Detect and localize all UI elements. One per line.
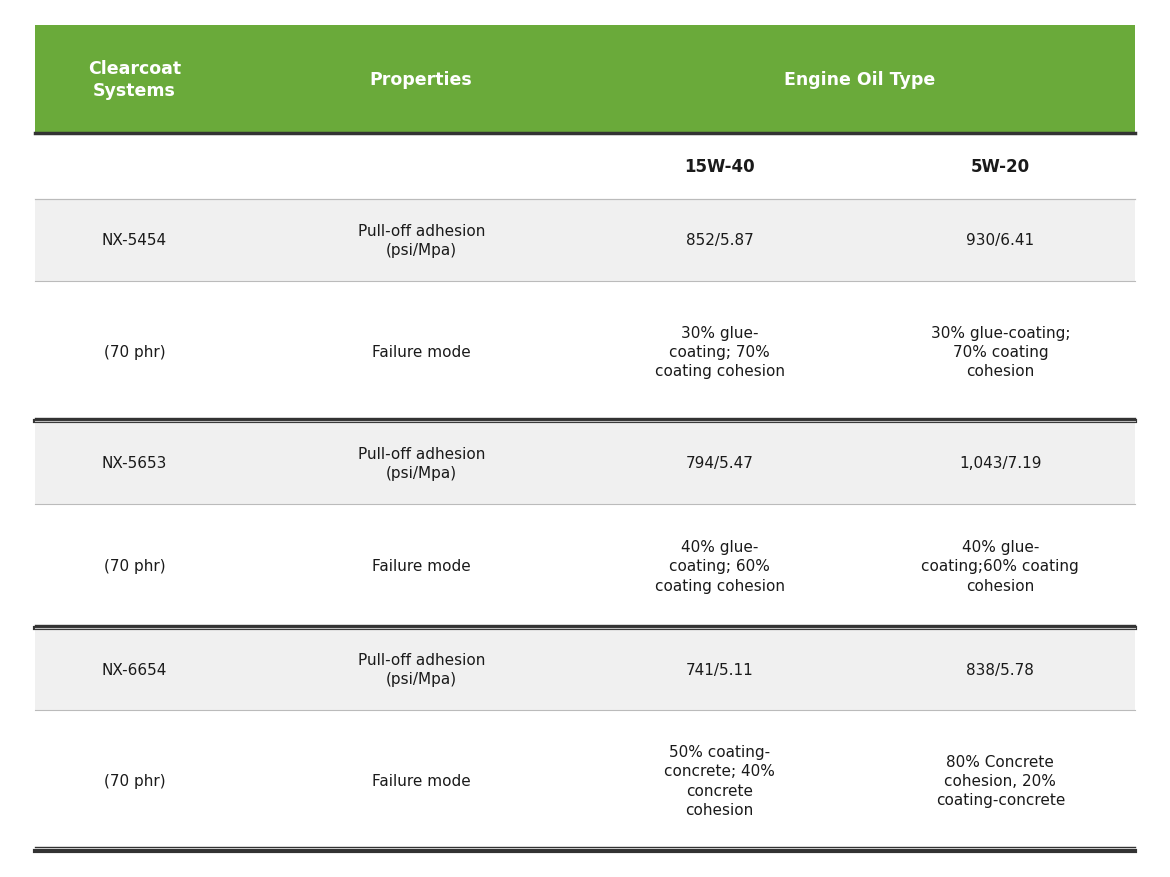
Text: 5W-20: 5W-20 [971, 158, 1030, 175]
Text: 838/5.78: 838/5.78 [966, 662, 1034, 677]
Bar [35, 710, 1135, 851]
Text: Pull-off adhesion
(psi/Mpa): Pull-off adhesion (psi/Mpa) [358, 446, 484, 481]
Text: 40% glue-
coating; 60%
coating cohesion: 40% glue- coating; 60% coating cohesion [654, 539, 785, 593]
Text: NX-5653: NX-5653 [102, 456, 167, 471]
Text: 852/5.87: 852/5.87 [686, 233, 753, 248]
Text: 40% glue-
coating;60% coating
cohesion: 40% glue- coating;60% coating cohesion [922, 539, 1079, 593]
Bar [35, 282, 1135, 422]
Text: 30% glue-
coating; 70%
coating cohesion: 30% glue- coating; 70% coating cohesion [654, 325, 785, 379]
Text: 794/5.47: 794/5.47 [686, 456, 753, 471]
Text: Failure mode: Failure mode [372, 345, 470, 360]
Text: NX-6654: NX-6654 [102, 662, 167, 677]
Text: 30% glue-coating;
70% coating
cohesion: 30% glue-coating; 70% coating cohesion [930, 325, 1071, 379]
Bar [35, 26, 1135, 133]
Text: (70 phr): (70 phr) [104, 774, 165, 788]
Text: Properties: Properties [370, 71, 473, 89]
Text: Pull-off adhesion
(psi/Mpa): Pull-off adhesion (psi/Mpa) [358, 652, 484, 687]
Bar [35, 422, 1135, 504]
Text: Failure mode: Failure mode [372, 774, 470, 788]
Text: 15W-40: 15W-40 [684, 158, 755, 175]
Bar [35, 628, 1135, 710]
Text: 741/5.11: 741/5.11 [686, 662, 753, 677]
Bar [35, 133, 1135, 199]
Bar [35, 199, 1135, 282]
Text: Clearcoat
Systems: Clearcoat Systems [88, 60, 181, 100]
Text: 1,043/7.19: 1,043/7.19 [959, 456, 1041, 471]
Text: 80% Concrete
cohesion, 20%
coating-concrete: 80% Concrete cohesion, 20% coating-concr… [936, 754, 1065, 808]
Text: 930/6.41: 930/6.41 [966, 233, 1034, 248]
Text: Failure mode: Failure mode [372, 559, 470, 574]
Bar [35, 504, 1135, 628]
Text: (70 phr): (70 phr) [104, 345, 165, 360]
Text: 50% coating-
concrete; 40%
concrete
cohesion: 50% coating- concrete; 40% concrete cohe… [665, 745, 775, 816]
Text: (70 phr): (70 phr) [104, 559, 165, 574]
Text: Pull-off adhesion
(psi/Mpa): Pull-off adhesion (psi/Mpa) [358, 224, 484, 258]
Text: NX-5454: NX-5454 [102, 233, 167, 248]
Text: Engine Oil Type: Engine Oil Type [784, 71, 936, 89]
